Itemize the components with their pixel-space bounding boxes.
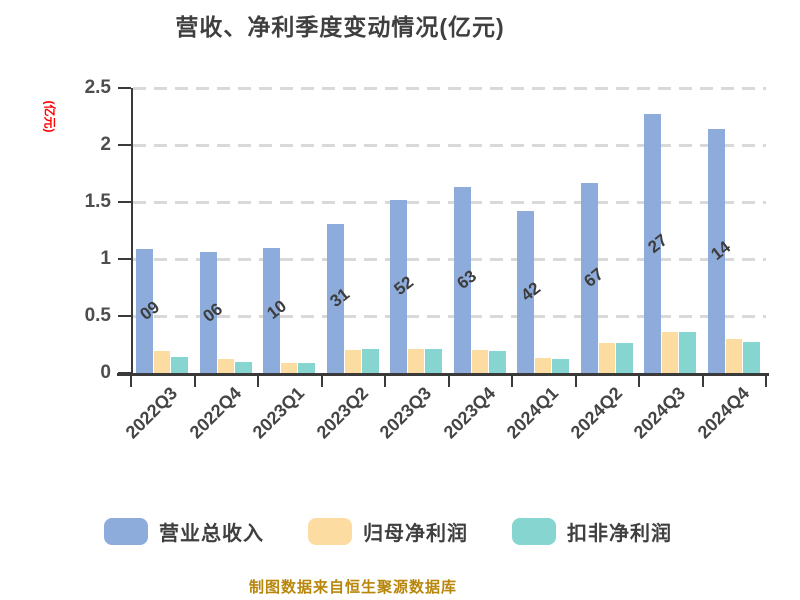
y-axis-tick-label: 1.5 <box>84 191 111 212</box>
bar-营业总收入-2023Q2 <box>326 223 344 373</box>
legend-item-扣非净利润[interactable]: 扣非净利润 <box>512 517 672 546</box>
y-axis-tick-label: 2 <box>100 134 111 155</box>
bar-归母净利润-2024Q1 <box>535 358 551 373</box>
bar-扣非净利润-2022Q4 <box>234 361 252 373</box>
legend-label: 归母净利润 <box>363 523 468 545</box>
gridline <box>133 144 766 147</box>
legend-item-营业总收入[interactable]: 营业总收入 <box>104 517 264 546</box>
gridline <box>133 201 766 204</box>
legend-swatch <box>512 518 556 545</box>
y-axis-unit-label: (亿元) <box>42 100 57 133</box>
y-axis-tick <box>118 201 131 203</box>
x-axis-line <box>117 373 769 376</box>
y-axis-tick <box>118 144 131 146</box>
bar-扣非净利润-2024Q2 <box>615 343 633 373</box>
bar-营业总收入-2023Q4 <box>453 187 471 373</box>
legend-item-归母净利润[interactable]: 归母净利润 <box>308 517 468 546</box>
x-axis-tick <box>701 375 704 387</box>
data-source-note: 制图数据来自恒生聚源数据库 <box>248 579 457 596</box>
bar-归母净利润-2023Q3 <box>408 349 424 373</box>
bar-营业总收入-2024Q2 <box>580 182 598 373</box>
y-axis-tick-label: 1 <box>100 248 111 269</box>
bar-扣非净利润-2022Q3 <box>171 357 188 373</box>
bar-营业总收入-2022Q4 <box>199 252 217 373</box>
bar-归母净利润-2024Q4 <box>725 338 742 373</box>
gridline <box>133 87 766 90</box>
legend-swatch <box>308 518 352 545</box>
y-axis-tick <box>118 315 131 317</box>
bar-扣非净利润-2023Q3 <box>425 349 442 373</box>
bar-扣非净利润-2023Q4 <box>488 351 506 373</box>
x-axis-tick <box>511 375 513 387</box>
bar-归母净利润-2023Q4 <box>471 350 488 373</box>
bar-扣非净利润-2023Q2 <box>361 349 379 373</box>
y-axis-tick-label: 0.5 <box>84 305 111 326</box>
bar-归母净利润-2023Q2 <box>344 350 361 373</box>
gridline <box>133 258 766 261</box>
bar-扣非净利润-2024Q1 <box>552 359 569 373</box>
bar-营业总收入-2024Q4 <box>707 129 725 373</box>
x-axis-tick <box>447 375 450 387</box>
x-axis-tick <box>193 375 196 387</box>
bar-营业总收入-2023Q1 <box>263 247 280 373</box>
x-axis-tick <box>257 375 259 387</box>
legend-swatch <box>104 518 148 545</box>
gridline <box>133 315 766 318</box>
bar-归母净利润-2024Q2 <box>598 343 615 373</box>
legend: 营业总收入 归母净利润 扣非净利润 <box>104 517 672 546</box>
bar-扣非净利润-2024Q4 <box>742 342 760 373</box>
bar-归母净利润-2022Q3 <box>154 351 170 373</box>
bar-归母净利润-2023Q1 <box>281 362 297 373</box>
legend-label: 营业总收入 <box>159 523 264 545</box>
x-axis-tick <box>765 375 767 387</box>
y-axis-tick-label: 2.5 <box>84 77 111 98</box>
y-axis-tick <box>118 372 131 374</box>
plot-area: 2.5 2 1.5 1 0.5 0 09 2022Q3 06 2022Q4 10 2023Q1 31 20… <box>85 78 769 442</box>
y-axis-tick-label: 0 <box>100 362 111 383</box>
bar-营业总收入-2023Q3 <box>390 199 407 373</box>
x-axis-tick <box>638 375 640 387</box>
chart-title: 营收、净利季度变动情况(亿元) <box>175 14 505 40</box>
bar-营业总收入-2022Q3 <box>136 248 153 373</box>
bar-归母净利润-2022Q4 <box>217 359 234 373</box>
y-axis-line <box>131 88 133 373</box>
x-axis-tick <box>384 375 386 387</box>
x-axis-tick <box>130 375 132 387</box>
bar-营业总收入-2024Q3 <box>644 114 661 373</box>
legend-label: 扣非净利润 <box>567 523 672 545</box>
y-axis-tick <box>118 258 131 260</box>
bar-归母净利润-2024Q3 <box>662 331 678 373</box>
x-axis-tick <box>320 375 323 387</box>
bar-扣非净利润-2023Q1 <box>298 362 315 373</box>
x-axis-tick <box>574 375 577 387</box>
bar-扣非净利润-2024Q3 <box>679 331 696 373</box>
y-axis-tick <box>118 87 131 89</box>
bar-营业总收入-2024Q1 <box>517 211 534 373</box>
